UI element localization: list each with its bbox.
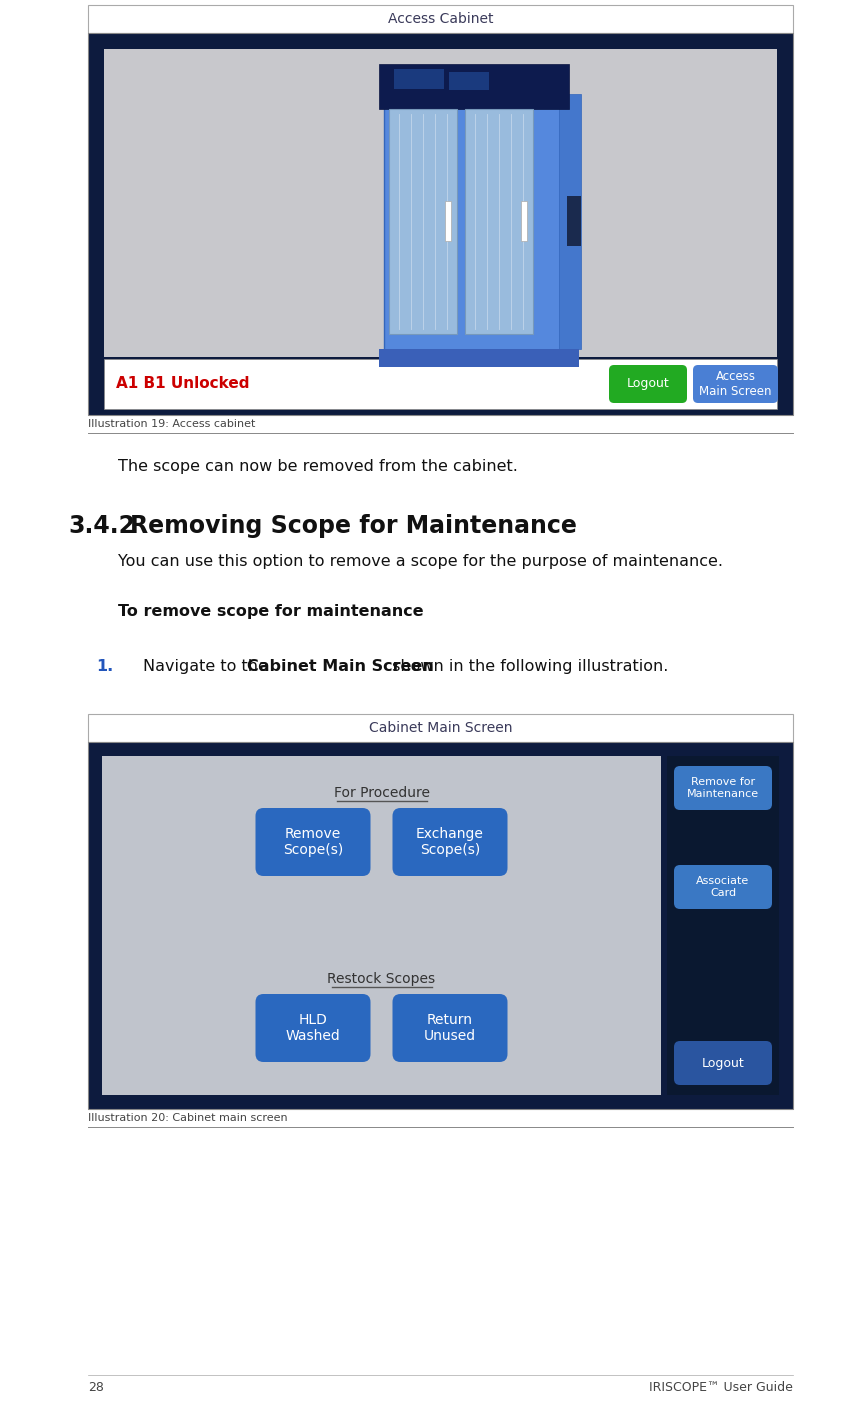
Text: Remove for
Maintenance: Remove for Maintenance — [687, 778, 759, 799]
Text: The scope can now be removed from the cabinet.: The scope can now be removed from the ca… — [118, 459, 518, 473]
Text: Navigate to the: Navigate to the — [143, 659, 273, 674]
Bar — [379, 63, 569, 108]
FancyBboxPatch shape — [255, 993, 371, 1062]
Text: Removing Scope for Maintenance: Removing Scope for Maintenance — [130, 514, 577, 538]
FancyBboxPatch shape — [255, 807, 371, 876]
Bar — [394, 69, 444, 89]
Text: 28: 28 — [88, 1381, 104, 1394]
Text: Illustration 20: Cabinet main screen: Illustration 20: Cabinet main screen — [88, 1113, 287, 1123]
Bar — [465, 108, 533, 334]
Text: 1.: 1. — [96, 659, 113, 674]
Text: Associate
Card: Associate Card — [696, 876, 750, 898]
Text: For Procedure: For Procedure — [333, 786, 430, 800]
Text: HLD
Washed: HLD Washed — [286, 1013, 340, 1043]
Bar — [389, 108, 457, 334]
Text: Logout: Logout — [627, 378, 669, 390]
Text: A1 B1 Unlocked: A1 B1 Unlocked — [116, 376, 249, 392]
FancyBboxPatch shape — [693, 365, 778, 403]
Text: You can use this option to remove a scope for the purpose of maintenance.: You can use this option to remove a scop… — [118, 554, 723, 569]
Text: To remove scope for maintenance: To remove scope for maintenance — [118, 604, 424, 619]
FancyBboxPatch shape — [674, 1041, 772, 1085]
Bar — [379, 349, 579, 366]
Bar — [449, 72, 490, 90]
Bar — [88, 743, 793, 1109]
Text: Exchange
Scope(s): Exchange Scope(s) — [416, 827, 484, 857]
Bar — [559, 94, 582, 349]
Bar — [88, 32, 793, 416]
Bar — [567, 196, 582, 247]
Bar — [667, 757, 779, 1095]
Text: Logout: Logout — [701, 1057, 745, 1069]
Text: Restock Scopes: Restock Scopes — [327, 972, 436, 986]
Text: 3.4.2: 3.4.2 — [68, 514, 135, 538]
FancyBboxPatch shape — [392, 807, 508, 876]
Bar — [88, 6, 793, 32]
Text: IRISCOPE™ User Guide: IRISCOPE™ User Guide — [649, 1381, 793, 1394]
Text: Cabinet Main Screen: Cabinet Main Screen — [247, 659, 434, 674]
Bar — [88, 714, 793, 743]
Text: Cabinet Main Screen: Cabinet Main Screen — [369, 721, 512, 735]
FancyBboxPatch shape — [609, 365, 687, 403]
Text: Access
Main Screen: Access Main Screen — [700, 371, 772, 397]
Text: Illustration 19: Access cabinet: Illustration 19: Access cabinet — [88, 418, 255, 428]
Text: shown in the following illustration.: shown in the following illustration. — [387, 659, 668, 674]
FancyBboxPatch shape — [674, 865, 772, 909]
FancyBboxPatch shape — [392, 993, 508, 1062]
Text: Remove
Scope(s): Remove Scope(s) — [283, 827, 343, 857]
Bar — [521, 201, 527, 241]
Text: Return
Unused: Return Unused — [424, 1013, 476, 1043]
Bar — [102, 757, 661, 1095]
Bar — [385, 94, 564, 354]
Bar — [104, 49, 777, 356]
Text: Access Cabinet: Access Cabinet — [388, 13, 493, 25]
Bar — [104, 359, 777, 409]
FancyBboxPatch shape — [674, 766, 772, 810]
Bar — [445, 201, 451, 241]
